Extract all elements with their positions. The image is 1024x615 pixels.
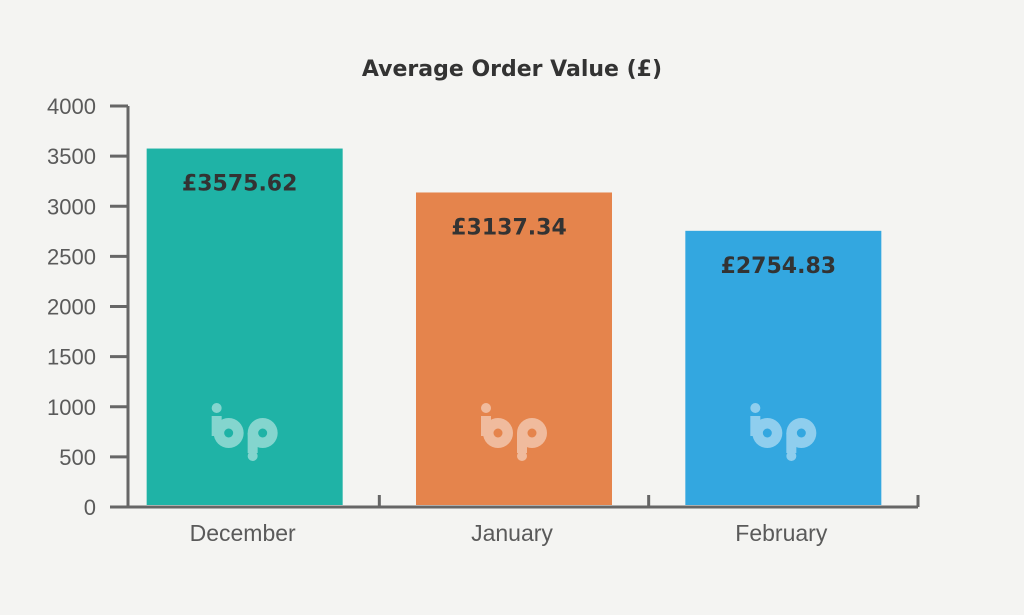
x-axis: December January February xyxy=(110,495,920,546)
bar-value-label: £2754.83 xyxy=(721,254,837,279)
bar-group: £2754.83 xyxy=(685,230,882,505)
y-tick-label: 4000 xyxy=(47,94,96,119)
bar-value-label: £3137.34 xyxy=(451,215,567,240)
bar xyxy=(416,192,612,505)
x-category-label: December xyxy=(190,520,296,546)
bar-value-label: £3575.62 xyxy=(182,172,298,197)
y-tick-label: 500 xyxy=(59,445,96,470)
bp-logo-icon xyxy=(211,403,278,461)
y-axis: 0 500 1000 1500 2000 2500 3000 3500 4000 xyxy=(47,94,130,520)
bar xyxy=(685,230,882,505)
y-tick-label: 0 xyxy=(84,495,96,520)
y-tick-label: 3500 xyxy=(47,144,96,169)
chart-title: Average Order Value (£) xyxy=(362,57,662,82)
bp-logo-icon xyxy=(481,403,547,461)
bp-logo-icon xyxy=(750,403,817,461)
bar-group: £3575.62 xyxy=(146,148,343,505)
y-tick-label: 2500 xyxy=(47,244,96,269)
y-tick-label: 2000 xyxy=(47,295,96,320)
bar xyxy=(146,148,343,505)
bars: £3575.62 £3137.34 £2754.83 xyxy=(146,148,882,505)
y-tick-label: 3000 xyxy=(47,194,96,219)
x-category-label: February xyxy=(735,520,828,546)
bar-group: £3137.34 xyxy=(416,192,612,505)
x-category-label: January xyxy=(471,520,553,546)
y-tick-label: 1500 xyxy=(47,345,96,370)
y-tick-label: 1000 xyxy=(47,395,96,420)
